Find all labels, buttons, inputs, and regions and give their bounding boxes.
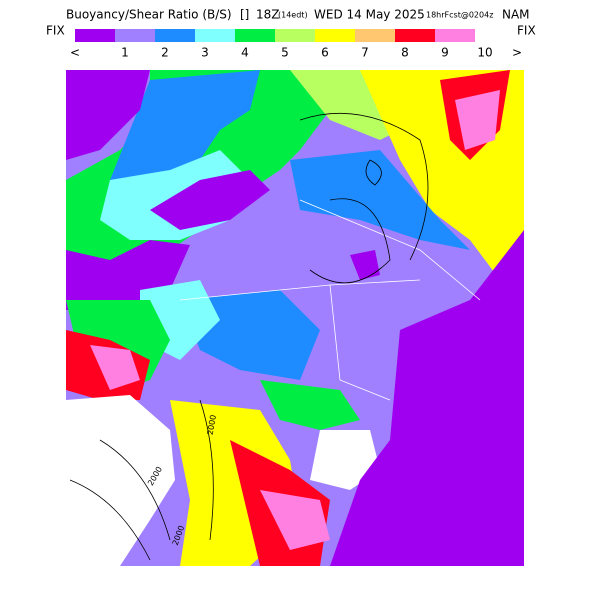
colorbar-swatch <box>435 29 475 42</box>
colorbar-swatch <box>115 29 155 42</box>
colorbar-swatch <box>235 29 275 42</box>
colorbar: 1 2 3 4 5 6 7 8 9 10 <box>75 29 493 60</box>
fix-right[interactable]: FIX <box>517 24 536 38</box>
colorbar-swatch <box>395 29 435 42</box>
colorbar-label: 8 <box>401 46 409 60</box>
date: WED 14 May 2025 <box>314 8 425 22</box>
title: Buoyancy/Shear Ratio (B/S) <box>66 8 232 22</box>
colorbar-swatch <box>75 29 115 42</box>
header: Buoyancy/Shear Ratio (B/S) [] 18Z (14edt… <box>66 8 530 22</box>
colorbar-label: 10 <box>477 46 492 60</box>
map: 2000 2000 2000 <box>66 70 524 566</box>
contour-label: 2000 <box>206 414 218 436</box>
colorbar-label: 3 <box>201 46 209 60</box>
colorbar-label: 1 <box>121 46 129 60</box>
colorbar-swatch <box>275 29 315 42</box>
colorbar-label: 5 <box>281 46 289 60</box>
colorbar-swatch <box>155 29 195 42</box>
colorbar-label: 4 <box>241 46 249 60</box>
colorbar-label: 2 <box>161 46 169 60</box>
colorbar-label: 9 <box>441 46 449 60</box>
local-time: (14edt) <box>278 11 308 20</box>
model: NAM <box>502 8 530 22</box>
forecast: 18hrFcst@0204z <box>426 11 493 20</box>
colorbar-swatch <box>315 29 355 42</box>
marker: [] <box>240 8 249 22</box>
next[interactable]: > <box>512 46 522 60</box>
colorbar-label: 7 <box>361 46 369 60</box>
prev[interactable]: < <box>70 46 80 60</box>
colorbar-swatch <box>355 29 395 42</box>
colorbar-swatch <box>195 29 235 42</box>
colorbar-label: 6 <box>321 46 329 60</box>
fix-left[interactable]: FIX <box>46 24 65 38</box>
valid-time: 18Z <box>256 8 280 22</box>
